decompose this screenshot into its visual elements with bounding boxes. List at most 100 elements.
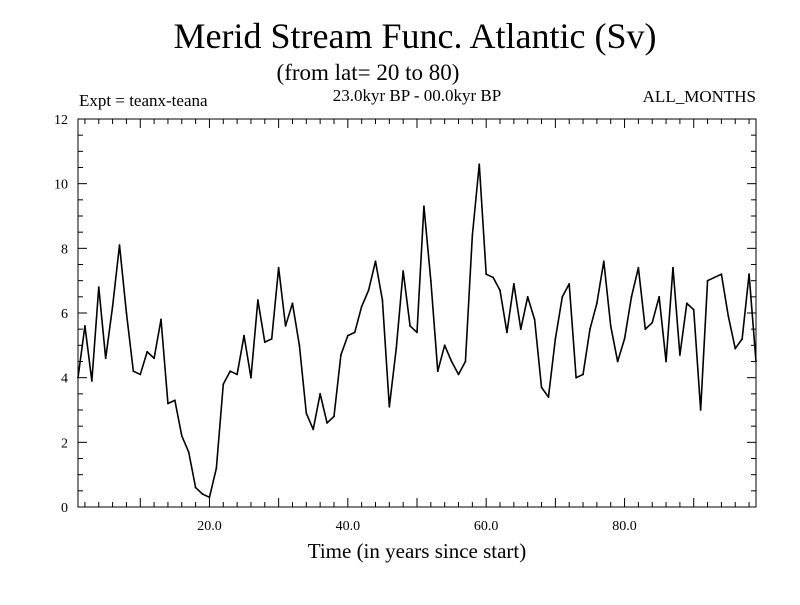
data-point	[319, 392, 322, 395]
data-point	[284, 325, 287, 327]
data-point	[333, 415, 335, 418]
data-point	[443, 344, 446, 347]
data-point	[665, 360, 667, 363]
data-point	[139, 373, 142, 376]
data-point	[160, 318, 162, 321]
data-point	[416, 331, 418, 334]
data-point	[471, 234, 474, 237]
data-point	[741, 337, 744, 340]
data-point	[706, 279, 709, 282]
data-point	[395, 347, 398, 350]
y-tick-label: 0	[61, 501, 68, 516]
data-point	[208, 496, 211, 499]
data-point	[243, 334, 245, 337]
data-point	[609, 325, 612, 327]
data-points	[77, 163, 757, 499]
data-point	[492, 276, 494, 279]
data-point	[132, 370, 135, 373]
data-point	[464, 360, 467, 363]
chart-subtitle: (from lat= 20 to 80)	[277, 60, 460, 85]
y-tick-label: 8	[61, 242, 68, 257]
period-label: 23.0kyr BP - 00.0kyr BP	[333, 86, 501, 105]
data-point	[713, 276, 716, 279]
data-point	[630, 295, 633, 298]
data-point	[450, 360, 453, 363]
data-point	[180, 434, 183, 437]
data-point	[381, 299, 384, 301]
experiment-label: Expt = teanx-teana	[79, 91, 208, 110]
data-point	[685, 302, 688, 305]
data-point	[256, 299, 259, 301]
data-point	[298, 344, 301, 347]
data-point	[699, 409, 702, 411]
data-point	[727, 315, 730, 318]
data-point	[506, 331, 508, 334]
data-point	[173, 399, 176, 402]
data-point	[326, 422, 328, 424]
series-line	[77, 163, 757, 499]
data-point	[644, 328, 647, 331]
y-tick-label: 2	[61, 436, 68, 451]
data-point	[270, 337, 273, 340]
x-axis-label: Time (in years since start)	[308, 539, 527, 563]
data-point	[568, 283, 571, 285]
data-point	[478, 163, 481, 166]
data-point	[720, 273, 723, 276]
x-tick-label: 40.0	[336, 519, 361, 534]
data-point	[367, 289, 370, 292]
data-point	[374, 260, 377, 263]
axis-ticks	[78, 119, 756, 507]
data-point	[291, 302, 294, 305]
data-point	[533, 318, 536, 321]
data-point	[84, 325, 86, 327]
data-point	[146, 350, 149, 353]
data-point	[118, 244, 121, 247]
data-point	[672, 266, 674, 269]
data-point	[215, 467, 218, 470]
data-point	[457, 373, 460, 376]
data-point	[90, 380, 93, 382]
data-point	[250, 376, 252, 379]
data-point	[436, 370, 439, 373]
data-point	[547, 396, 550, 398]
data-point	[423, 205, 425, 208]
data-point	[167, 402, 169, 405]
data-point	[388, 405, 391, 408]
data-point	[540, 386, 543, 389]
data-point	[353, 331, 356, 334]
data-point	[153, 357, 156, 360]
data-point	[637, 266, 640, 269]
data-point	[236, 373, 239, 376]
data-point	[658, 295, 661, 298]
data-point	[305, 412, 308, 415]
data-point	[692, 308, 695, 311]
tick-labels: 20.0 40.0 60.0 80.0 0 2 4 6 8 10 12	[54, 113, 637, 534]
data-point	[616, 360, 619, 363]
data-point	[748, 273, 750, 276]
data-point	[402, 270, 405, 272]
chart-title: Merid Stream Func. Atlantic (Sv)	[174, 16, 657, 56]
data-point	[512, 283, 515, 285]
data-point	[104, 357, 107, 360]
data-point	[499, 289, 501, 292]
data-point	[602, 260, 605, 263]
data-point	[111, 305, 114, 308]
data-point	[485, 273, 488, 276]
data-point	[519, 328, 522, 331]
data-point	[360, 305, 363, 308]
months-label: ALL_MONTHS	[643, 87, 756, 106]
data-point	[229, 370, 232, 373]
data-point	[561, 295, 564, 298]
data-point	[125, 312, 128, 314]
data-point	[222, 383, 225, 386]
data-point	[589, 328, 591, 331]
data-point	[734, 347, 737, 350]
data-point	[651, 321, 654, 324]
y-tick-label: 6	[61, 307, 68, 322]
data-point	[201, 493, 204, 495]
data-point	[595, 302, 598, 305]
data-point	[187, 451, 190, 453]
data-point	[312, 428, 315, 431]
y-tick-label: 12	[54, 113, 68, 128]
